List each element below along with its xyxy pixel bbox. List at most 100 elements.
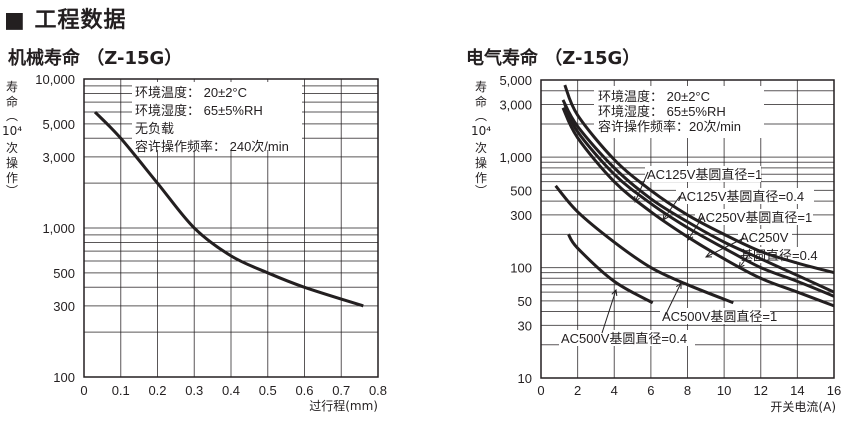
- x-tick-label: 0.4: [222, 383, 240, 398]
- y-axis-label-char: 次: [475, 141, 487, 155]
- label-leader-line: [705, 237, 745, 258]
- curve-label: AC500V基圆直径=1: [662, 309, 777, 324]
- condition-note: 环境湿度： 65±5%RH: [135, 103, 263, 118]
- label-leader-line: [687, 215, 704, 241]
- curve-label: 基圆直径=0.4: [740, 248, 818, 263]
- label-leader-line: [662, 195, 681, 221]
- x-tick-label: 0.7: [332, 383, 350, 398]
- y-tick-label: 1,000: [42, 221, 75, 236]
- label-background: [559, 330, 695, 346]
- y-axis-label-char: 次: [6, 141, 18, 155]
- electrical-life-chart-title: 电气寿命 （Z-15G）: [466, 48, 641, 69]
- y-tick-label: 3,000: [42, 150, 75, 165]
- x-axis-label: 过行程(mm): [309, 398, 378, 413]
- mechanical-life-curve: [93, 111, 364, 308]
- x-tick-label: 4: [611, 383, 618, 398]
- y-tick-label: 500: [53, 266, 75, 281]
- y-axis-label-char: 命: [6, 94, 18, 109]
- y-tick-label: 500: [510, 183, 532, 198]
- y-tick-label: 30: [518, 318, 532, 333]
- y-axis-label-char: ︵: [6, 109, 18, 123]
- arrowhead-icon: [662, 214, 669, 221]
- x-axis-label: 开关电流(A): [770, 400, 836, 414]
- curve-label: AC125V基圆直径=0.4: [678, 189, 804, 204]
- curve-label: AC250V基圆直径=1: [697, 210, 812, 225]
- section-title: ■ 工程数据: [4, 8, 127, 33]
- y-tick-label: 1,000: [499, 150, 532, 165]
- x-tick-label: 0.6: [295, 383, 313, 398]
- y-tick-label: 50: [518, 294, 532, 309]
- x-tick-label: 16: [827, 383, 841, 398]
- x-tick-label: 14: [790, 383, 804, 398]
- y-axis-label-char: 寿: [475, 80, 487, 94]
- y-axis-label-char: 10⁴: [471, 124, 491, 138]
- y-tick-label: 100: [510, 261, 532, 276]
- y-axis-label-char: 10⁴: [2, 124, 22, 138]
- x-tick-label: 12: [754, 383, 768, 398]
- electrical-life-curve-2: [563, 103, 835, 298]
- arrowhead-icon: [675, 281, 682, 290]
- y-tick-label: 300: [53, 299, 75, 314]
- notes-background: [594, 86, 764, 138]
- arrowhead-icon: [738, 262, 745, 269]
- y-axis-label-char: ︶: [6, 184, 18, 198]
- curve-label: AC125V基圆直径=1: [647, 167, 762, 182]
- x-tick-label: 2: [574, 383, 581, 398]
- y-axis-label-char: 操: [6, 155, 18, 170]
- label-background: [695, 209, 813, 225]
- electrical-life-curve-5: [567, 233, 654, 305]
- y-tick-label: 100: [53, 370, 75, 385]
- arrowhead-icon: [704, 251, 713, 258]
- plot-frame: [540, 79, 835, 379]
- label-background: [738, 229, 792, 245]
- arrowhead-icon: [611, 288, 618, 297]
- y-tick-label: 5,000: [42, 117, 75, 132]
- condition-note: 环境湿度： 65±5%RH: [598, 104, 726, 119]
- y-tick-label: 10: [518, 371, 532, 386]
- condition-note: 容许操作频率：20次/min: [598, 119, 741, 134]
- plot-frame: [83, 78, 379, 378]
- label-leader-line: [601, 289, 617, 334]
- x-tick-label: 0.5: [259, 383, 277, 398]
- y-tick-label: 10,000: [35, 72, 75, 87]
- electrical-life-curve-1: [561, 99, 835, 294]
- condition-note: 环境温度： 20±2°C: [135, 85, 247, 100]
- y-axis-label-char: 作: [6, 171, 18, 185]
- x-tick-label: 8: [684, 383, 691, 398]
- x-tick-label: 6: [647, 383, 654, 398]
- y-tick-label: 3,000: [499, 97, 532, 112]
- x-tick-label: 0.1: [112, 383, 130, 398]
- label-leader-line: [634, 171, 649, 203]
- condition-note: 无负载: [135, 121, 174, 136]
- curve-label: AC500V基圆直径=0.4: [561, 331, 687, 346]
- label-background: [676, 188, 814, 204]
- y-axis-label-char: ︵: [475, 109, 487, 123]
- label-leader-line: [664, 282, 682, 317]
- arrowhead-icon: [634, 195, 640, 204]
- y-axis-label-char: 命: [475, 94, 487, 109]
- y-axis-label-char: 寿: [6, 80, 18, 94]
- curve-label: AC250V: [740, 230, 789, 245]
- x-tick-label: 0: [80, 383, 87, 398]
- y-axis-label-char: 操: [475, 155, 487, 170]
- label-background: [660, 308, 770, 324]
- x-tick-label: 0: [537, 383, 544, 398]
- electrical-life-curve-3: [561, 107, 835, 308]
- mechanical-life-chart-title: 机械寿命 （Z-15G）: [8, 48, 183, 69]
- electrical-life-curve-0: [563, 84, 835, 275]
- label-background: [645, 166, 761, 182]
- x-tick-label: 0.3: [185, 383, 203, 398]
- y-tick-label: 300: [510, 208, 532, 223]
- condition-note: 容许操作频率： 240次/min: [135, 139, 289, 154]
- label-leader-line: [738, 255, 749, 269]
- condition-note: 环境温度： 20±2°C: [598, 89, 710, 104]
- x-tick-label: 0.8: [369, 383, 387, 398]
- arrowhead-icon: [687, 233, 694, 241]
- x-tick-label: 10: [717, 383, 731, 398]
- y-axis-label-char: 作: [475, 171, 487, 185]
- y-tick-label: 5,000: [499, 73, 532, 88]
- x-tick-label: 0.2: [148, 383, 166, 398]
